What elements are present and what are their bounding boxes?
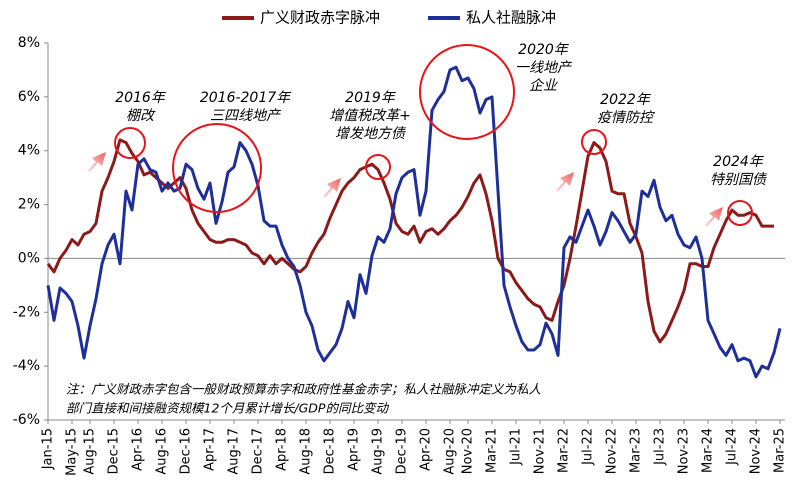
y-tick-label: -2%: [13, 304, 40, 320]
x-tick-label: Mar-24: [701, 428, 716, 473]
highlight-circle: [581, 129, 607, 155]
annotation: 三四线地产: [210, 108, 282, 124]
annotation: 2022年: [600, 92, 652, 108]
annotation: 2024年: [713, 154, 765, 170]
annotation: 一线地产: [515, 60, 573, 76]
x-tick-label: Aug-20: [443, 428, 458, 475]
arrow: [705, 207, 723, 227]
y-tick-label: 4%: [18, 143, 40, 159]
annotation: 特别国债: [710, 172, 768, 188]
highlight-circle: [365, 154, 391, 180]
x-tick-label: Aug-16: [155, 428, 170, 475]
x-tick-label: Nov-22: [605, 428, 620, 474]
arrow: [323, 178, 341, 198]
arrow: [88, 152, 106, 172]
x-tick-label: Jul-24: [725, 428, 740, 466]
note: 注：广义财政赤字包含一般财政预算赤字和政府性基金赤字；私人社融脉冲定义为私人: [66, 382, 542, 397]
y-tick-label: 0%: [18, 250, 40, 266]
x-tick-label: Nov-20: [461, 428, 476, 474]
annotation: 2019年: [345, 90, 397, 106]
x-tick-label: Apr-17: [203, 428, 218, 471]
note: 部门直接和间接融资规模12个月累计增长/GDP的同比变动: [66, 401, 389, 416]
y-tick-label: 6%: [18, 89, 40, 105]
arrows: [88, 152, 723, 227]
x-tick-label: Nov-24: [749, 428, 764, 474]
x-tick-label: Dec-18: [323, 428, 338, 474]
y-tick-label: 8%: [18, 35, 40, 51]
highlight-circle: [114, 127, 146, 159]
x-tick-label: Aug-19: [371, 428, 386, 475]
x-tick-label: Aug-15: [83, 428, 98, 475]
x-tick-label: Jan-15: [41, 428, 56, 470]
x-tick-label: May-15: [65, 428, 80, 476]
annotation: 棚改: [126, 108, 156, 124]
x-tick-label: Dec-17: [251, 428, 266, 474]
x-tick-label: Jul-21: [509, 428, 524, 466]
highlight-circle: [727, 200, 753, 226]
x-tick-label: Mar-25: [773, 428, 788, 473]
annotation: 2016年: [115, 90, 167, 106]
x-tick-label: Dec-16: [179, 428, 194, 474]
annotation: 增发地方债: [335, 126, 407, 142]
x-tick-label: Mar-23: [629, 428, 644, 473]
x-tick-label: Aug-18: [299, 428, 314, 475]
legend-label: 私人社融脉冲: [466, 9, 556, 27]
series-line: [46, 138, 774, 344]
x-tick-label: Jul-23: [653, 428, 668, 466]
x-tick-label: Mar-21: [485, 428, 500, 473]
x-tick-label: Nov-21: [533, 428, 548, 474]
x-tick-label: Apr-19: [347, 428, 362, 471]
x-tick-label: Aug-17: [227, 428, 242, 475]
highlight-circle: [419, 44, 515, 140]
annotation: 2016-2017年: [200, 90, 292, 106]
x-tick-label: Apr-16: [131, 428, 146, 471]
x-tick-label: Nov-23: [677, 428, 692, 474]
annotation: 2020年: [518, 42, 570, 58]
annotation: 企业: [529, 78, 558, 94]
x-tick-label: Apr-18: [275, 428, 290, 471]
annotation: 疫情防控: [597, 110, 655, 126]
annotation: 增值税改革+: [329, 108, 411, 124]
y-tick-label: -6%: [13, 412, 40, 428]
x-tick-label: Dec-19: [395, 428, 410, 474]
x-tick-label: Dec-15: [107, 428, 122, 474]
arrow: [556, 172, 574, 192]
x-tick-label: Jul-22: [581, 428, 596, 466]
series-line: [46, 65, 782, 379]
highlight-circle: [172, 123, 262, 213]
x-tick-label: Apr-20: [419, 428, 434, 471]
x-tick-label: Mar-22: [557, 428, 572, 473]
y-tick-label: -4%: [13, 358, 40, 374]
y-tick-label: 2%: [18, 197, 40, 213]
legend-label: 广义财政赤字脉冲: [260, 9, 380, 27]
circles: [114, 44, 753, 226]
